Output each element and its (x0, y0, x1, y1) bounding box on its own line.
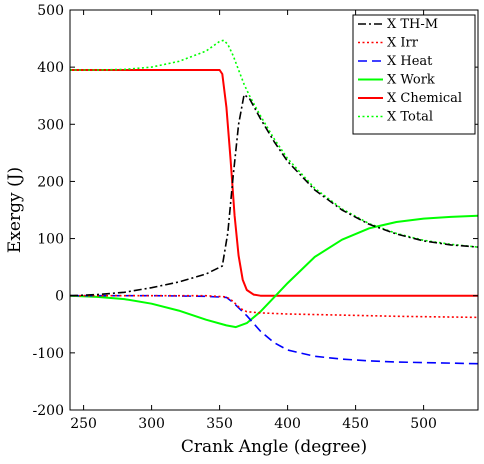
x-tick-label: 400 (274, 416, 301, 432)
legend-label: X TH-M (387, 17, 438, 32)
series-line-x-heat (70, 294, 478, 365)
x-tick-label: 350 (206, 416, 233, 432)
legend-box (352, 14, 476, 135)
y-tick-label: -200 (33, 403, 64, 419)
x-tick-label: 500 (410, 416, 437, 432)
legend-label: X Total (387, 110, 433, 125)
y-tick-label: 100 (37, 232, 64, 248)
y-tick-label: 0 (55, 289, 64, 305)
x-tick-label: 450 (342, 416, 369, 432)
y-tick-label: 400 (37, 60, 64, 76)
series-line-x-work (70, 214, 478, 329)
series-line-x-chemical (70, 69, 478, 297)
legend-label: X Heat (387, 54, 433, 69)
x-tick-label: 250 (70, 416, 97, 432)
y-tick-label: 500 (37, 3, 64, 19)
series-line-x-total (70, 39, 478, 248)
y-tick-label: 300 (37, 117, 64, 133)
legend-label: X Irr (387, 36, 419, 51)
x-tick-label: 300 (138, 416, 165, 432)
legend-label: X Work (387, 73, 435, 88)
legend: X TH-M X Irr X Heat X Work X Chemical X Total (352, 14, 476, 135)
y-axis-label: Exergy (J) (5, 167, 25, 253)
series-line-x-th-m (70, 93, 478, 297)
legend-label: X Chemical (387, 91, 462, 106)
y-tick-label: 200 (37, 174, 64, 190)
series-layer (70, 39, 478, 365)
x-axis-label: Crank Angle (degree) (181, 437, 367, 457)
ticks-layer: 250 300 350 400 450 500 -200 -100 0 100 200 300 400 5… (33, 3, 478, 432)
plot-frame (69, 9, 479, 411)
y-tick-label: -100 (33, 346, 64, 362)
series-line-x-irr (70, 294, 478, 319)
